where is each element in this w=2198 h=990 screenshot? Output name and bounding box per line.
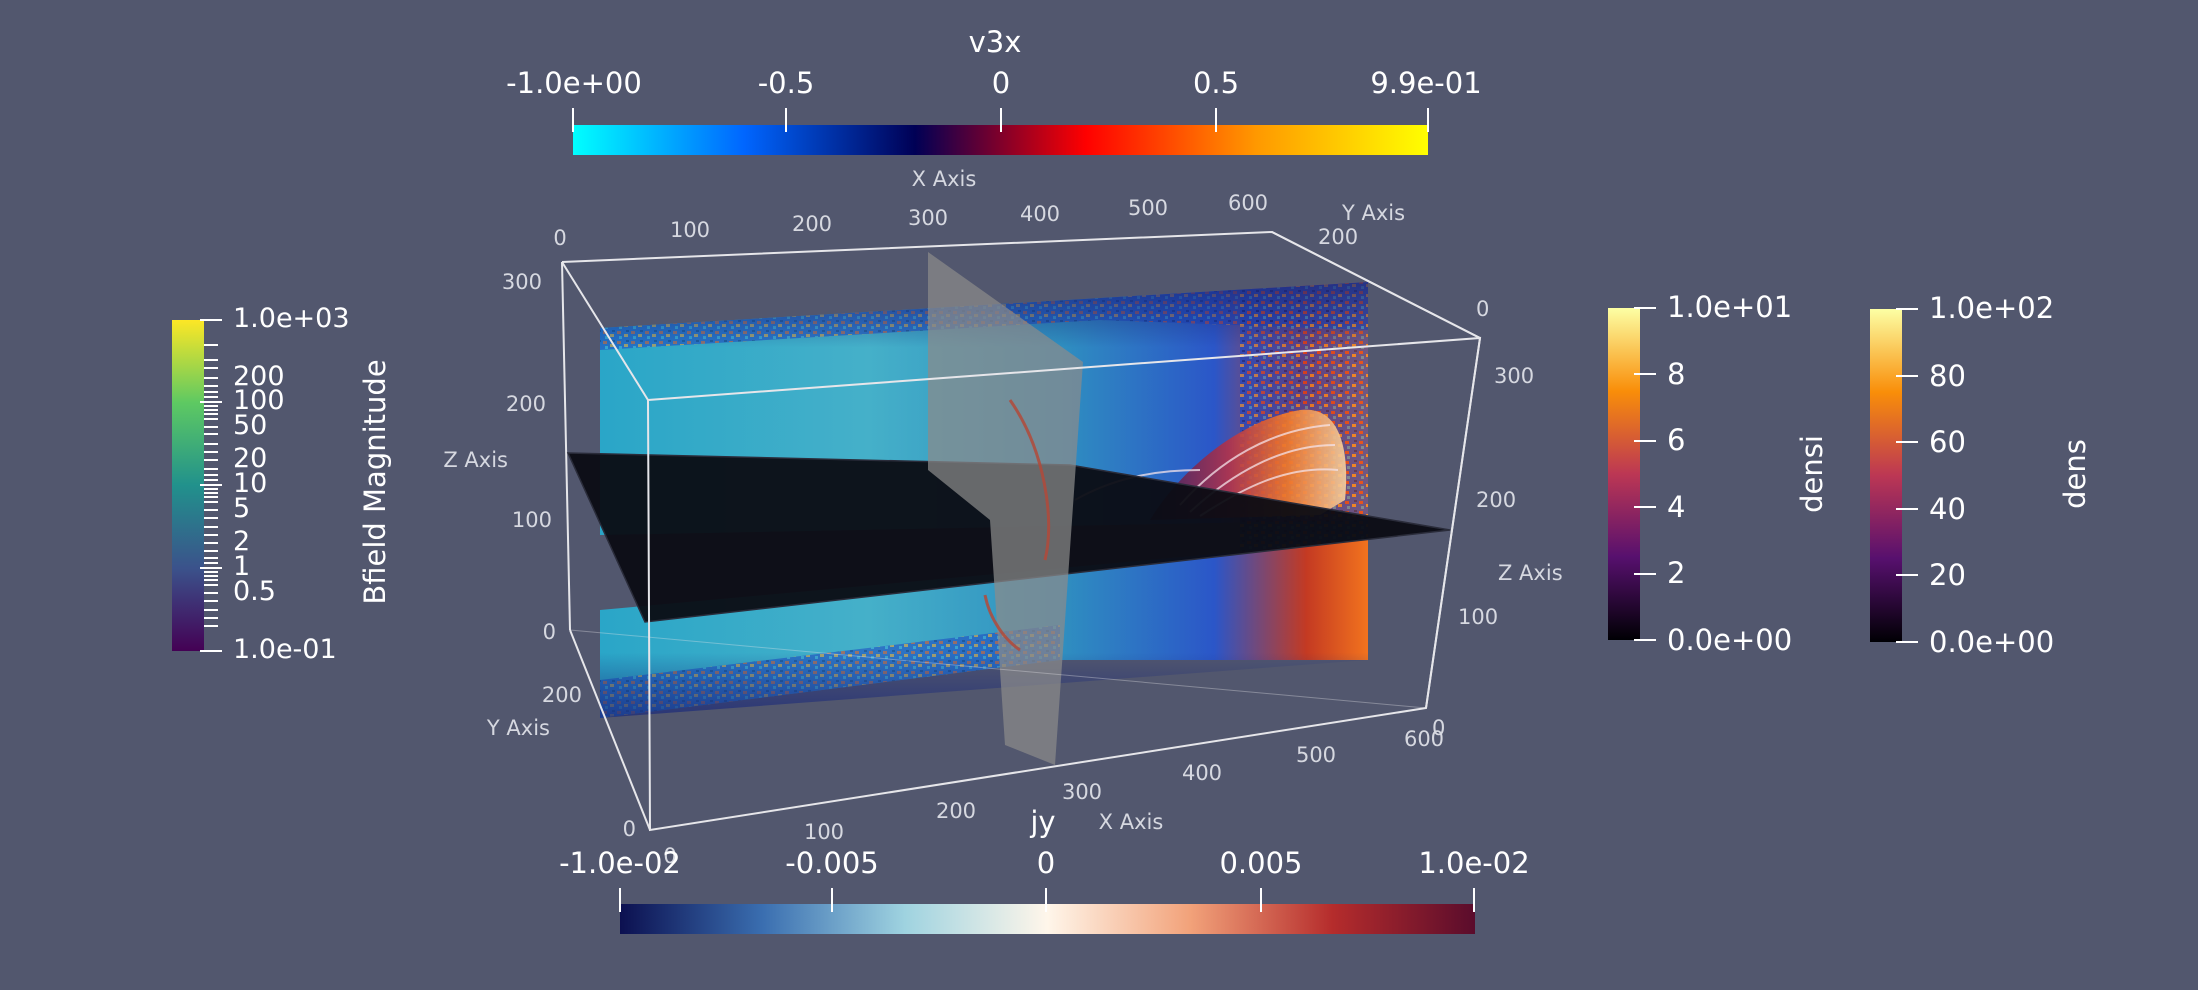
- colorbar-v3x-tick-label: -0.5: [758, 66, 815, 100]
- colorbar-densi-tick-label: 8: [1667, 357, 1685, 391]
- colorbar-bfield-tick-label: 20: [233, 443, 267, 474]
- axis-tick-top-x-400: 400: [1020, 202, 1060, 226]
- colorbar-bfield-tick-label: 5: [233, 493, 250, 524]
- axis-tick-top-x-200: 200: [792, 212, 832, 236]
- colorbar-densi-tick-label: 1.0e+01: [1667, 290, 1792, 324]
- colorbar-dens-tick-label: 20: [1929, 558, 1966, 592]
- axis-tick-right-z-300: 300: [1494, 364, 1534, 388]
- axis-tick-bottom-x-300: 300: [1062, 780, 1102, 804]
- colorbar-bfield-tick-label: 200: [233, 361, 285, 392]
- colorbar-jy-ticks: [619, 888, 1475, 912]
- colorbar-jy-tick-label: -0.005: [785, 846, 879, 880]
- colorbar-densi-tick-label: 6: [1667, 423, 1685, 457]
- colorbar-v3x-tick-label: 0.5: [1193, 66, 1239, 100]
- bbox-top-left-link: [561, 261, 649, 401]
- colorbar-dens-tick-label: 80: [1929, 359, 1966, 393]
- axis-tick-top-x-0: 0: [553, 226, 566, 250]
- axis-title-left-y: Y Axis: [486, 716, 550, 740]
- colorbar-bfield-tick-label: 1.0e-01: [233, 634, 337, 665]
- colorbar-jy-tick-label: 1.0e-02: [1418, 846, 1529, 880]
- colorbar-bfield-tick-label: 0.5: [233, 576, 276, 607]
- colorbar-v3x-ticks: [572, 108, 1429, 132]
- colorbar-densi-tick-label: 2: [1667, 556, 1685, 590]
- bbox-top-right-link: [1271, 231, 1481, 339]
- axis-tick-top-x-300: 300: [908, 206, 948, 230]
- axis-tick-right-z-0-bottom: 0: [1432, 716, 1445, 740]
- axis-tick-left-z-300: 300: [502, 270, 542, 294]
- colorbar-jy-tick-label: -1.0e-02: [559, 846, 681, 880]
- axis-tick-bottom-x-600: 600: [1404, 727, 1444, 751]
- bbox-front-face: [646, 336, 1482, 832]
- colorbar-densi[interactable]: 1.0e+01 8 6 4 2 0.0e+00 densi: [1608, 290, 1829, 657]
- colorbar-bfield-ticks: [200, 319, 222, 652]
- axis-tick-right-z-200: 200: [1476, 488, 1516, 512]
- colorbar-densi-ticks: [1634, 307, 1656, 641]
- axis-tick-bottom-x-100: 100: [804, 820, 844, 844]
- colorbar-jy-title: jy: [1029, 805, 1055, 839]
- colorbar-densi-tick-label: 4: [1667, 490, 1685, 524]
- colorbar-dens-bar: [1870, 309, 1902, 642]
- axis-title-bottom-x: X Axis: [1099, 810, 1164, 834]
- colorbar-bfield-tick-label: 100: [233, 385, 285, 416]
- axis-tick-top-x-500: 500: [1128, 196, 1168, 220]
- colorbar-bfield-tick-label: 2: [233, 526, 250, 557]
- colorbar-jy-bar: [620, 904, 1475, 934]
- axis-tick-bottom-x-500: 500: [1296, 743, 1336, 767]
- colorbar-bfield-bar: [172, 320, 204, 651]
- axis-tick-top-x-600: 600: [1228, 191, 1268, 215]
- colorbar-bfield[interactable]: 1.0e+03 200 100 50 20 10 5 2 1 0.5 1.0e-…: [172, 303, 392, 665]
- axis-tick-bottom-x-0: 0: [663, 844, 676, 868]
- colorbar-bfield-title: Bfield Magnitude: [358, 359, 392, 604]
- axis-tick-bottom-x-400: 400: [1182, 761, 1222, 785]
- axis-title-left-z: Z Axis: [443, 448, 508, 472]
- colorbar-bfield-tick-label: 50: [233, 410, 267, 441]
- colorbar-bfield-tick-label: 1: [233, 551, 250, 582]
- axis-tick-right-z-100: 100: [1458, 605, 1498, 629]
- colorbar-bfield-tick-label: 10: [233, 468, 267, 499]
- axis-tick-left-z-100: 100: [512, 508, 552, 532]
- bbox-bottom-back: [569, 629, 1427, 709]
- plume-streamlines: [1074, 424, 1339, 517]
- slice-xy-rim: [566, 452, 1451, 623]
- slice-yz-arc: [983, 399, 1051, 652]
- axis-title-top-y: Y Axis: [1341, 201, 1405, 225]
- colorbar-v3x-tick-label: 0: [992, 66, 1010, 100]
- axes-labels: 0 100 200 300 400 500 600 X Axis Y Axis …: [443, 167, 1562, 868]
- axis-tick-left-y-200: 200: [542, 683, 582, 707]
- colorbar-jy-tick-label: 0.005: [1219, 846, 1302, 880]
- colorbar-dens-tick-label: 0.0e+00: [1929, 625, 2054, 659]
- colorbar-dens-title: dens: [2058, 439, 2092, 509]
- axis-tick-left-z-200: 200: [506, 392, 546, 416]
- colorbar-v3x-title: v3x: [969, 25, 1022, 59]
- axis-title-right-z: Z Axis: [1498, 561, 1563, 585]
- colorbar-densi-bar: [1608, 308, 1640, 640]
- colorbar-dens-tick-label: 40: [1929, 492, 1966, 526]
- colorbar-densi-title: densi: [1795, 435, 1829, 513]
- bbox-back-left-edge: [561, 261, 571, 631]
- colorbar-v3x-tick-label: -1.0e+00: [506, 66, 642, 100]
- colorbar-dens-tick-label: 1.0e+02: [1929, 291, 2054, 325]
- axis-tick-bottom-x-200: 200: [936, 799, 976, 823]
- colorbar-densi-tick-label: 0.0e+00: [1667, 623, 1792, 657]
- bbox-bottom-left-link: [569, 629, 651, 831]
- colorbar-dens-tick-label: 60: [1929, 425, 1966, 459]
- colorbar-bfield-tick-label: 1.0e+03: [233, 303, 350, 334]
- colorbar-v3x[interactable]: v3x -1.0e+00 -0.5 0 0.5 9.9e-01: [506, 25, 1482, 155]
- axis-tick-top-x-100: 100: [670, 218, 710, 242]
- slice-yz: [928, 252, 1083, 765]
- colorbar-dens[interactable]: 1.0e+02 80 60 40 20 0.0e+00 dens: [1870, 291, 2092, 659]
- colorbar-jy[interactable]: jy -1.0e-02 -0.005 0 0.005 1.0e-02: [559, 805, 1530, 934]
- scene[interactable]: [561, 230, 1482, 832]
- axis-tick-left-y-0: 0: [623, 817, 636, 841]
- colorbar-dens-ticks: [1896, 308, 1918, 643]
- axis-tick-left-z-0: 0: [543, 620, 556, 644]
- colorbar-jy-tick-label: 0: [1037, 846, 1055, 880]
- axis-title-top-x: X Axis: [912, 167, 977, 191]
- axis-tick-top-y-200: 200: [1318, 225, 1358, 249]
- axis-tick-right-z-0-top: 0: [1476, 297, 1489, 321]
- colorbar-v3x-tick-label: 9.9e-01: [1370, 66, 1481, 100]
